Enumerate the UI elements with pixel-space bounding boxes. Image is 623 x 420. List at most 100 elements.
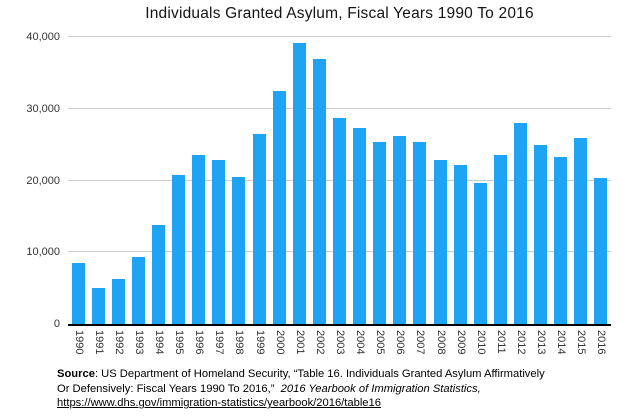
- bar-slot-2012: [510, 37, 530, 324]
- x-axis-labels: 1990 1991 1992 1993 1994 1995 1996 1997 1998 1999…: [68, 327, 611, 365]
- bar-slot-1991: [88, 37, 108, 324]
- bar-slot-2006: [390, 37, 410, 324]
- x-tick-label-2011: 2011: [494, 330, 507, 354]
- bar-2010: [473, 182, 487, 324]
- bar-2007: [413, 142, 427, 324]
- x-tick-label-2005: 2005: [374, 330, 387, 355]
- y-tick-label-40,000: 40,000: [26, 31, 60, 43]
- bar-slot-2009: [450, 37, 470, 324]
- plot-area: [68, 36, 611, 326]
- x-tick-label-2002: 2002: [313, 330, 326, 355]
- x-tick-cell-1994: 1994: [148, 327, 168, 365]
- bar-slot-1990: [68, 37, 88, 324]
- bar-slot-2003: [329, 37, 349, 324]
- x-tick-cell-2004: 2004: [350, 327, 370, 365]
- x-tick-cell-2001: 2001: [289, 327, 309, 365]
- bar-slot-1995: [169, 37, 189, 324]
- source-line-2-publication: 2016 Yearbook of Immigration Statistics,: [280, 382, 481, 395]
- x-tick-cell-2014: 2014: [551, 327, 571, 365]
- bar-slot-2015: [571, 37, 591, 324]
- y-tick-label-30,000: 30,000: [26, 102, 60, 115]
- x-tick-label-1990: 1990: [72, 330, 85, 355]
- x-tick-cell-2008: 2008: [430, 327, 450, 365]
- bar-2000: [272, 90, 286, 324]
- source-label: Source: [57, 368, 95, 380]
- x-tick-label-1993: 1993: [132, 330, 145, 355]
- bar-2016: [594, 177, 608, 324]
- bar-slot-2014: [551, 37, 571, 324]
- source-line-1-text: : US Department of Homeland Security, “T…: [94, 368, 545, 380]
- source-line-2-text: Or Defensively: Fiscal Years 1990 To 201…: [57, 382, 278, 395]
- x-tick-cell-2006: 2006: [390, 327, 410, 365]
- x-tick-label-2003: 2003: [333, 330, 346, 355]
- bar-2004: [353, 128, 367, 324]
- x-tick-cell-2016: 2016: [591, 327, 611, 365]
- bar-slot-1997: [209, 37, 229, 324]
- bar-slot-1992: [108, 37, 128, 324]
- x-tick-label-2004: 2004: [354, 330, 367, 355]
- bar-2002: [312, 59, 326, 324]
- x-tick-cell-2009: 2009: [450, 327, 470, 365]
- y-axis-labels: 0 10,000 20,000 30,000 40,000: [0, 31, 60, 330]
- bar-slot-1998: [229, 37, 249, 324]
- bar-slot-2005: [370, 37, 390, 324]
- bar-1997: [212, 159, 226, 324]
- x-tick-cell-2007: 2007: [410, 327, 430, 365]
- bar-slot-2008: [430, 37, 450, 324]
- x-tick-cell-1996: 1996: [189, 327, 209, 365]
- bar-2008: [433, 159, 447, 324]
- source-link[interactable]: https://www.dhs.gov/immigration-statisti…: [57, 397, 381, 410]
- x-tick-cell-2005: 2005: [370, 327, 390, 365]
- x-tick-cell-2010: 2010: [470, 327, 490, 365]
- x-tick-label-1991: 1991: [92, 330, 105, 355]
- bar-1990: [71, 263, 85, 324]
- source-line-3: https://www.dhs.gov/immigration-statisti…: [57, 396, 609, 411]
- bar-2011: [493, 155, 507, 324]
- y-tick-label-10,000: 10,000: [26, 246, 60, 259]
- bar-2009: [453, 164, 467, 324]
- bar-1996: [192, 154, 206, 324]
- x-tick-cell-2013: 2013: [531, 327, 551, 365]
- bar-slot-2010: [470, 37, 490, 324]
- y-tick-label-0: 0: [53, 318, 60, 330]
- x-tick-cell-1998: 1998: [229, 327, 249, 365]
- x-tick-label-1994: 1994: [152, 330, 165, 355]
- bars: [68, 37, 611, 324]
- bar-2014: [554, 156, 568, 324]
- bar-1991: [91, 288, 105, 324]
- source-line-2: Or Defensively: Fiscal Years 1990 To 201…: [57, 382, 609, 397]
- bar-2005: [373, 142, 387, 324]
- bar-2013: [534, 145, 548, 324]
- bar-2001: [292, 43, 306, 324]
- x-tick-cell-2000: 2000: [269, 327, 289, 365]
- bar-slot-2001: [289, 37, 309, 324]
- x-tick-label-2006: 2006: [394, 330, 407, 355]
- bar-2015: [574, 138, 588, 324]
- bar-2006: [393, 136, 407, 324]
- x-tick-cell-1997: 1997: [209, 327, 229, 365]
- x-tick-cell-2011: 2011: [490, 327, 510, 365]
- x-tick-label-1996: 1996: [193, 330, 206, 355]
- x-tick-label-2007: 2007: [414, 330, 427, 355]
- bar-slot-2011: [490, 37, 510, 324]
- source-note: Source: US Department of Homeland Securi…: [57, 367, 609, 411]
- x-tick-label-2015: 2015: [575, 330, 588, 355]
- source-line-1: Source: US Department of Homeland Securi…: [57, 367, 609, 382]
- x-tick-label-2016: 2016: [595, 330, 608, 355]
- chart-title: Individuals Granted Asylum, Fiscal Years…: [145, 5, 534, 22]
- x-tick-cell-1992: 1992: [108, 327, 128, 365]
- x-tick-cell-2012: 2012: [510, 327, 530, 365]
- x-tick-cell-2002: 2002: [309, 327, 329, 365]
- y-tick-label-20,000: 20,000: [26, 174, 60, 187]
- x-tick-label-2014: 2014: [555, 330, 568, 355]
- x-tick-label-2012: 2012: [514, 330, 527, 355]
- bar-slot-2007: [410, 37, 430, 324]
- bar-slot-1993: [128, 37, 148, 324]
- bar-slot-2000: [269, 37, 289, 324]
- bar-slot-2002: [309, 37, 329, 324]
- x-tick-label-2001: 2001: [293, 330, 306, 355]
- bar-slot-1994: [148, 37, 168, 324]
- bar-1992: [111, 278, 125, 324]
- x-tick-label-2008: 2008: [434, 330, 447, 355]
